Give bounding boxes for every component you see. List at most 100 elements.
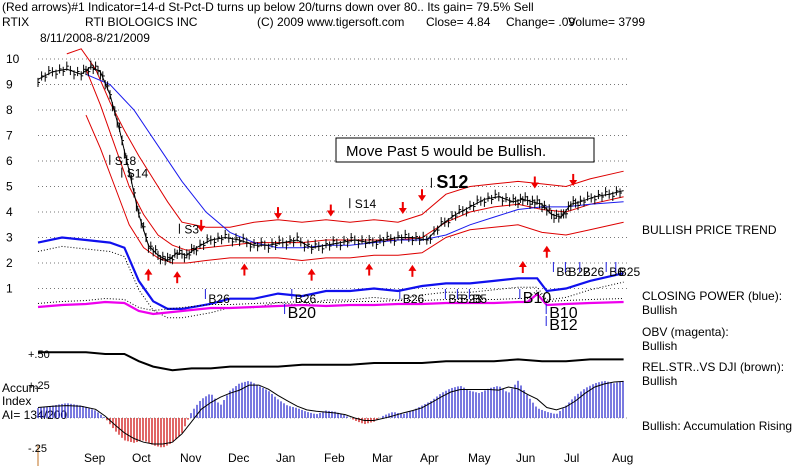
buy-signal-b26: B26: [403, 292, 425, 306]
buy-signal-b10: B10: [549, 305, 578, 322]
month-jul: Jul: [564, 451, 579, 465]
y-tick-2: 2: [6, 256, 13, 270]
buy-signal-b6: B6: [556, 265, 571, 279]
red-arrowhead-12: [530, 182, 539, 189]
indicator-lines: [37, 48, 624, 372]
price-line: [37, 66, 624, 262]
red-arrowhead-9: [418, 195, 426, 202]
date-range: 8/11/2008-8/21/2009: [40, 31, 150, 45]
obv-status: Bullish: [642, 339, 677, 353]
moving-average-line: [85, 73, 624, 249]
y-tick-4: 4: [6, 205, 13, 219]
closing-power-status: Bullish: [642, 303, 677, 317]
buy-signal-b5: B5: [472, 292, 487, 306]
company-name: RTI BIOLOGICS INC: [85, 15, 198, 29]
callout-box: [335, 137, 595, 163]
y-tick-5: 5: [6, 180, 13, 194]
accumulation-index: [37, 380, 624, 448]
y-tick-7: 7: [6, 129, 13, 143]
sell-signal-s3: S3: [184, 223, 199, 237]
red-arrowhead-14: [569, 179, 578, 186]
month-may: May: [468, 451, 491, 465]
month-nov: Nov: [180, 451, 201, 465]
month-aug: Aug: [612, 451, 633, 465]
volume-value: Volume= 3799: [568, 15, 645, 29]
month-dec: Dec: [228, 451, 249, 465]
y-tick-1: 1: [6, 282, 13, 296]
accum-ai-value: AI= 134/200: [2, 408, 67, 422]
month-axis-labels: Sep Oct Nov Dec Jan Feb Mar Apr May Jun Jul Aug: [84, 451, 633, 465]
accumulation-status: Bullish: Accumulation Rising: [642, 419, 792, 433]
y-tick-10: 10: [6, 52, 20, 66]
buy-signal-b22: B22: [568, 265, 590, 279]
accum-title: Accum: [2, 381, 39, 395]
copyright: (C) 2009 www.tigersoft.com: [257, 15, 404, 29]
buy-signal-b26: B26: [583, 265, 605, 279]
red-arrowhead-6: [326, 210, 335, 217]
month-mar: Mar: [372, 451, 393, 465]
red-arrowhead-11: [518, 261, 527, 267]
obv-ma: [37, 289, 624, 312]
signal-arrows: [144, 173, 578, 284]
accum-tick-mid: +.25: [28, 380, 50, 392]
relative-strength-line: [38, 351, 624, 372]
red-arrowhead-4: [274, 213, 282, 220]
trend-label: BULLISH PRICE TREND: [642, 223, 777, 237]
price-gridlines: [37, 58, 630, 466]
red-arrowhead-0: [144, 268, 153, 275]
accum-ma-line: [37, 380, 624, 445]
rel-strength-label: REL.STR..VS DJI (brown):: [642, 360, 784, 374]
month-jun: Jun: [516, 451, 535, 465]
stock-symbol: RTIX: [2, 15, 29, 29]
sell-signal-s14: S14: [127, 167, 149, 181]
sell-signal-s18: S18: [115, 154, 137, 168]
month-sep: Sep: [84, 451, 106, 465]
red-arrowhead-3: [240, 263, 249, 270]
red-arrowhead-2: [197, 225, 206, 232]
buy-signal-b26: B26: [208, 292, 230, 306]
price-axis-labels: 10 9 8 7 6 5 4 3 2 1: [6, 52, 20, 296]
buy-signal-b20: B20: [288, 305, 317, 322]
y-tick-6: 6: [6, 154, 13, 168]
lower-band: [85, 114, 624, 264]
y-tick-8: 8: [6, 103, 13, 117]
closing-power-label: CLOSING POWER (blue):: [642, 289, 782, 303]
buy-signal-b12: B12: [549, 317, 578, 334]
accum-tick-top: +.50: [28, 349, 50, 361]
accum-title-index: Index: [2, 394, 31, 408]
closing-power-line: [37, 236, 624, 310]
change-value: Change= .09: [506, 15, 575, 29]
rel-strength-status: Bullish: [642, 374, 677, 388]
sell-signal-s12: S12: [436, 172, 468, 192]
buy-signal-b6: B6: [609, 265, 624, 279]
obv-label: OBV (magenta):: [642, 325, 729, 339]
month-feb: Feb: [324, 451, 345, 465]
sell-signal-s14: S14: [355, 197, 377, 211]
price-bars: [37, 60, 624, 266]
accum-tick-bottom: -.25: [28, 443, 47, 455]
red-arrowhead-8: [398, 208, 407, 214]
indicator-description: (Red arrows)#1 Indicator=14-d St-Pct-D t…: [2, 0, 534, 14]
red-arrowhead-1: [173, 271, 182, 278]
month-jan: Jan: [276, 451, 295, 465]
month-oct: Oct: [132, 451, 151, 465]
buy-signal-b10: B10: [523, 290, 552, 307]
buy-signal-b26: B26: [295, 292, 317, 306]
red-arrowhead-5: [307, 268, 316, 275]
y-tick-9: 9: [6, 78, 13, 92]
red-arrowhead-10: [408, 264, 417, 271]
buy-signal-b25: B25: [619, 265, 641, 279]
callout-text: Move Past 5 would be Bullish.: [346, 143, 546, 160]
buy-signal-b5: B5: [448, 292, 463, 306]
red-arrowhead-7: [365, 263, 374, 270]
red-arrowhead-13: [542, 245, 551, 252]
month-apr: Apr: [420, 451, 439, 465]
y-tick-3: 3: [6, 231, 13, 245]
buy-signal-b23: B23: [460, 292, 482, 306]
obv-line: [37, 292, 624, 316]
close-value: Close= 4.84: [426, 15, 491, 29]
middle-band: [85, 69, 624, 251]
